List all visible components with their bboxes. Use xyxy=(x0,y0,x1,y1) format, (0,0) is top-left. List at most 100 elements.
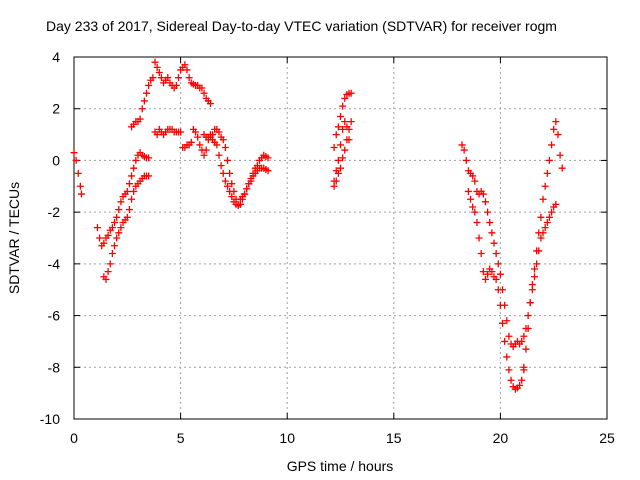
data-point xyxy=(458,141,466,149)
data-point xyxy=(70,149,78,157)
x-tick-label: 15 xyxy=(386,430,402,446)
data-point xyxy=(174,74,182,82)
data-point xyxy=(221,144,229,151)
data-point xyxy=(72,156,80,164)
data-point xyxy=(473,218,481,226)
data-point xyxy=(125,180,133,188)
data-point xyxy=(140,97,148,105)
data-point xyxy=(128,195,136,203)
data-point xyxy=(339,154,347,162)
data-point xyxy=(469,203,477,211)
data-point xyxy=(518,337,526,345)
data-point xyxy=(115,206,123,214)
data-point xyxy=(200,151,208,159)
data-point xyxy=(499,319,507,327)
data-point xyxy=(481,198,489,206)
data-point xyxy=(209,131,217,139)
data-point xyxy=(196,141,204,149)
data-point xyxy=(343,136,351,144)
data-point xyxy=(111,242,119,250)
data-point xyxy=(496,270,504,278)
data-point xyxy=(337,112,344,120)
data-point xyxy=(74,169,82,177)
data-point xyxy=(330,144,338,151)
data-point xyxy=(481,275,489,283)
data-point xyxy=(543,169,551,177)
data-point xyxy=(471,208,479,216)
grid xyxy=(74,57,607,419)
data-point xyxy=(219,169,227,177)
data-point xyxy=(467,195,475,203)
y-tick-label: -6 xyxy=(48,308,61,324)
data-point xyxy=(108,224,116,232)
data-point xyxy=(558,164,566,172)
data-point xyxy=(535,229,543,237)
axis-ticks xyxy=(73,56,608,420)
data-point xyxy=(202,146,210,154)
data-point xyxy=(548,141,556,149)
data-point xyxy=(117,198,125,206)
data-point xyxy=(505,332,513,340)
data-point xyxy=(215,128,223,136)
data-point xyxy=(524,312,532,320)
data-point xyxy=(219,136,227,144)
data-point xyxy=(136,115,144,123)
data-point xyxy=(330,182,338,190)
tick-labels: 0 5 10 15 20 25 -10 -8 -6 -4 -2 0 2 4 xyxy=(40,49,615,446)
data-point xyxy=(488,229,496,237)
data-point xyxy=(194,133,202,141)
data-point xyxy=(206,100,214,108)
data-point xyxy=(347,118,355,126)
data-point xyxy=(552,200,560,208)
y-axis-label: SDTVAR / TECUs xyxy=(6,182,22,294)
data-point xyxy=(113,213,121,221)
data-point xyxy=(516,381,524,389)
x-tick-label: 5 xyxy=(177,430,185,446)
data-point xyxy=(537,213,545,221)
data-point xyxy=(531,265,539,273)
data-point xyxy=(541,224,549,232)
data-point xyxy=(247,177,255,185)
data-point xyxy=(541,182,549,190)
x-tick-label: 10 xyxy=(279,430,295,446)
data-point xyxy=(531,273,539,281)
data-point xyxy=(145,81,153,89)
data-point xyxy=(475,234,483,242)
data-point xyxy=(341,146,349,154)
data-point xyxy=(108,250,116,258)
data-point xyxy=(185,74,193,82)
data-point xyxy=(102,275,110,283)
data-point xyxy=(215,151,223,159)
data-point xyxy=(96,234,104,242)
data-point xyxy=(230,187,238,195)
data-point xyxy=(123,213,131,221)
y-tick-label: -8 xyxy=(48,359,61,375)
data-point xyxy=(221,177,229,185)
data-point xyxy=(545,156,553,164)
data-point xyxy=(339,102,347,110)
data-point xyxy=(539,195,547,203)
data-point xyxy=(503,353,511,361)
data-point xyxy=(224,156,232,164)
plot-frame xyxy=(73,56,608,420)
data-point xyxy=(213,141,221,149)
y-tick-label: 4 xyxy=(52,49,60,65)
data-point xyxy=(111,218,119,226)
data-point xyxy=(505,366,513,374)
data-point xyxy=(334,169,342,177)
data-point xyxy=(332,177,340,185)
data-points xyxy=(70,58,566,393)
data-point xyxy=(550,125,558,133)
data-point xyxy=(471,177,479,185)
data-point xyxy=(172,81,180,89)
x-axis-label: GPS time / hours xyxy=(287,458,394,474)
data-point xyxy=(488,268,496,276)
data-point xyxy=(164,74,172,82)
data-point xyxy=(462,156,470,164)
data-point xyxy=(347,89,355,97)
data-point xyxy=(503,317,511,325)
data-point xyxy=(556,151,564,159)
data-point xyxy=(130,187,138,195)
data-point xyxy=(243,185,251,193)
